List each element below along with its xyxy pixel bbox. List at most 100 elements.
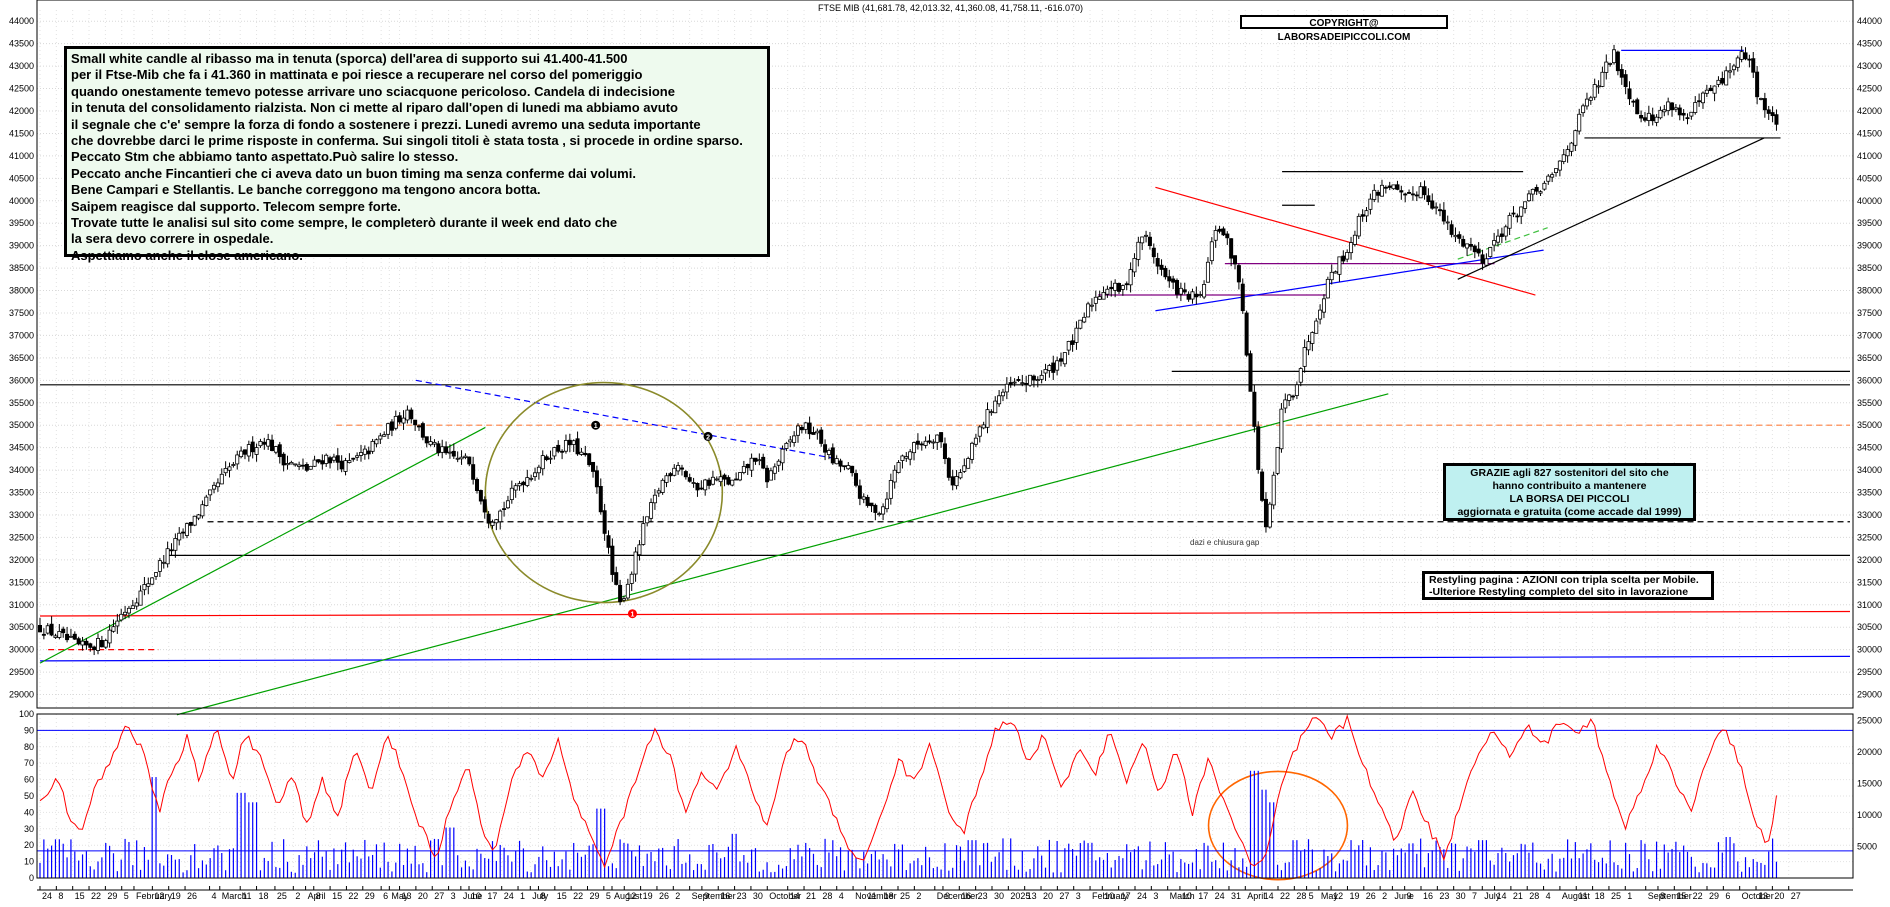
candle-body <box>606 535 611 548</box>
candle-body <box>1213 230 1218 241</box>
x-tick-label: April <box>308 891 326 901</box>
y-tick-label: 38500 <box>1857 263 1882 273</box>
y-tick-label: 32500 <box>1857 532 1882 542</box>
x-tick-label: 13 <box>1027 891 1037 901</box>
x-tick-label: 16 <box>961 891 971 901</box>
candle-body <box>803 422 808 430</box>
candle-body <box>463 455 468 458</box>
candle-body <box>1650 114 1655 122</box>
candle-body <box>1534 186 1539 192</box>
candle-body <box>536 466 541 474</box>
volume-tick-label: 25000 <box>1857 715 1882 725</box>
candle-body <box>1209 241 1214 262</box>
ticker-summary: FTSE MIB (41,681.78, 42,013.32, 41,360.0… <box>818 3 1084 13</box>
candle-body <box>455 457 460 460</box>
candle-body <box>393 415 398 429</box>
candle-body <box>664 475 669 483</box>
candle-body <box>737 472 742 481</box>
y-tick-label: 40000 <box>1857 196 1882 206</box>
candle-body <box>877 513 882 516</box>
oscillator-tick-label: 80 <box>24 742 34 752</box>
candle-body <box>757 459 762 462</box>
candle-body <box>823 444 828 453</box>
candle-body <box>703 479 708 491</box>
candle-body <box>320 460 325 465</box>
candle-body <box>1407 192 1412 194</box>
candle-body <box>1735 57 1740 68</box>
restyling-notice-box: Restyling pagina : AZIONI con tripla sce… <box>1422 571 1714 600</box>
trend-line <box>1457 137 1765 280</box>
candle-body <box>1349 242 1354 254</box>
y-tick-label: 42500 <box>1857 84 1882 94</box>
candle-body <box>710 476 715 485</box>
candle-body <box>293 463 298 466</box>
candle-body <box>1476 248 1481 254</box>
oscillator-tick-label: 60 <box>24 775 34 785</box>
candle-body <box>1171 278 1176 283</box>
candle-body <box>1499 233 1504 237</box>
candle-body <box>80 640 85 646</box>
x-tick-label: 10 <box>1182 891 1192 901</box>
candle-body <box>150 577 155 585</box>
y-tick-label: 30000 <box>1857 645 1882 655</box>
candle-body <box>1414 194 1419 197</box>
candle-body <box>397 415 402 423</box>
candle-body <box>1364 210 1369 217</box>
candle-body <box>1577 113 1582 132</box>
candle-body <box>126 607 131 614</box>
candle-body <box>386 423 391 435</box>
candle-body <box>1147 236 1152 247</box>
candle-body <box>1066 341 1071 351</box>
candle-body <box>1198 294 1203 296</box>
candle-body <box>242 449 247 455</box>
x-tick-label: 25 <box>1611 891 1621 901</box>
candle-body <box>834 458 839 465</box>
candle-body <box>130 605 135 609</box>
candle-body <box>552 447 557 457</box>
candle-body <box>861 496 866 500</box>
candle-body <box>1565 149 1570 157</box>
x-tick-label: May <box>1321 891 1339 901</box>
candle-body <box>262 441 267 445</box>
x-tick-label: 30 <box>753 891 763 901</box>
candle-body <box>1523 201 1528 209</box>
comment-line: che dovrebbe darci le prime risposte in … <box>71 133 743 149</box>
y-tick-label: 33000 <box>1857 510 1882 520</box>
candle-body <box>154 572 159 577</box>
candle-body <box>1306 341 1311 351</box>
candle-body <box>1078 319 1083 329</box>
candle-body <box>583 452 588 456</box>
candle-body <box>68 635 73 638</box>
volume-tick-label: 10000 <box>1857 810 1882 820</box>
candle-body <box>281 453 286 466</box>
x-tick-label: 24 <box>504 891 514 901</box>
candle-body <box>285 463 290 466</box>
candle-body <box>826 450 831 455</box>
x-tick-label: 25 <box>277 891 287 901</box>
candle-body <box>1530 188 1535 195</box>
candle-body <box>212 484 217 490</box>
candle-body <box>1642 117 1647 121</box>
candle-body <box>1569 142 1574 152</box>
candle-body <box>544 456 549 460</box>
candle-body <box>1766 109 1771 114</box>
candle-body <box>850 465 855 474</box>
candle-body <box>447 451 452 454</box>
candle-body <box>1712 85 1717 94</box>
candle-body <box>1035 379 1040 382</box>
candle-body <box>1519 206 1524 217</box>
candle-body <box>420 423 425 438</box>
candle-body <box>1758 98 1763 100</box>
candle-body <box>1670 102 1675 111</box>
candle-body <box>1588 97 1593 101</box>
x-tick-label: 5 <box>606 891 611 901</box>
candle-body <box>1774 114 1779 125</box>
candle-body <box>146 583 151 587</box>
x-tick-label: 16 <box>1423 891 1433 901</box>
y-tick-label: 42000 <box>1857 106 1882 116</box>
y-tick-label: 38500 <box>9 263 34 273</box>
candle-body <box>1020 382 1025 385</box>
candle-body <box>977 426 982 437</box>
x-tick-label: 27 <box>1059 891 1069 901</box>
candle-body <box>177 532 182 541</box>
